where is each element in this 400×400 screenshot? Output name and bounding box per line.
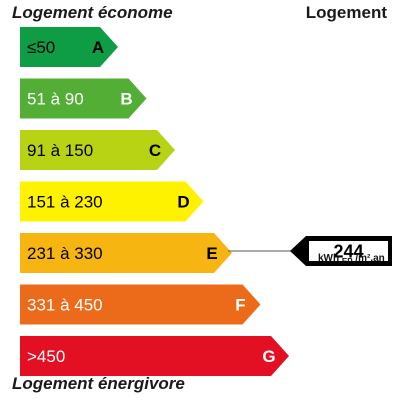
value-box — [309, 241, 388, 261]
class-g-range: >450 — [27, 347, 65, 366]
class-f-range: 331 à 450 — [27, 296, 103, 315]
class-b-arrow — [20, 78, 147, 119]
class-b-range: 51 à 90 — [27, 90, 84, 109]
title-housing: Logement — [305, 3, 387, 22]
class-f-letter: F — [235, 296, 245, 315]
class-g-letter: G — [262, 347, 275, 366]
class-g-bar: >450 G — [20, 336, 289, 376]
class-f-arrow — [20, 284, 261, 325]
class-c-letter: C — [149, 141, 161, 160]
value-number: 244 — [333, 242, 363, 262]
class-e-letter: E — [206, 244, 217, 263]
class-e-bar: 231 à 330 E — [20, 233, 232, 273]
class-d-letter: D — [177, 193, 189, 212]
class-c-bar: 91 à 150 C — [20, 130, 175, 170]
title-energy-intensive: Logement énergivore — [12, 374, 185, 393]
class-d-bar: 151 à 230 D — [20, 181, 204, 222]
class-c-arrow — [20, 130, 175, 170]
value-unit: kWh EP /m².an — [318, 253, 385, 266]
class-a-arrow — [20, 27, 118, 67]
class-b-bar: 51 à 90 B — [20, 78, 147, 119]
class-d-arrow — [20, 181, 204, 222]
class-e-range: 231 à 330 — [27, 244, 103, 263]
class-e-arrow — [20, 233, 232, 273]
class-a-range: ≤50 — [27, 38, 55, 57]
class-b-letter: B — [120, 90, 132, 109]
class-c-range: 91 à 150 — [27, 141, 93, 160]
class-a-letter: A — [92, 38, 104, 57]
class-g-arrow — [20, 336, 289, 376]
class-d-range: 151 à 230 — [27, 193, 103, 212]
class-f-bar: 331 à 450 F — [20, 284, 261, 325]
class-a-bar: ≤50 A — [20, 27, 118, 67]
title-efficient: Logement économe — [12, 3, 173, 22]
